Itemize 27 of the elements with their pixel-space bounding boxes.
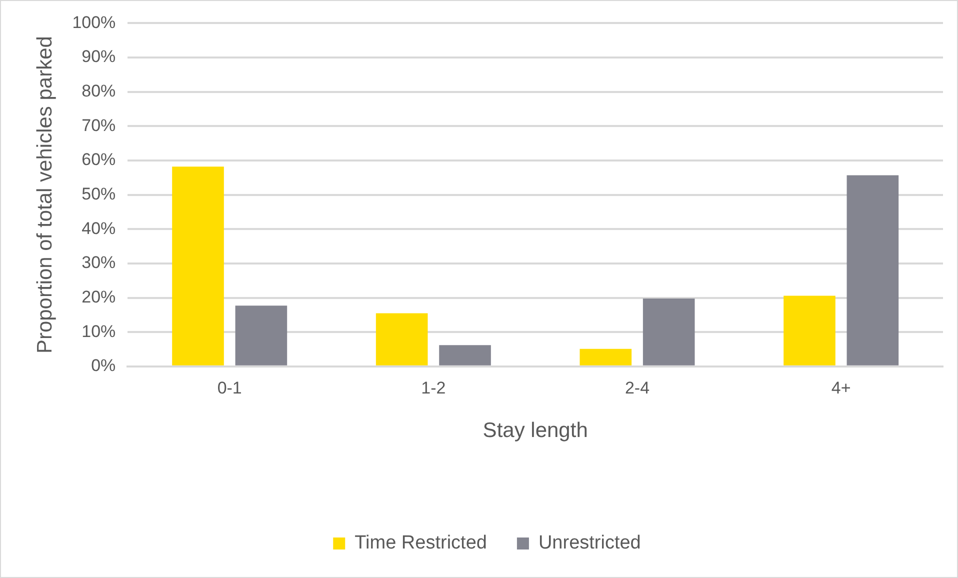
- y-tick-label: 80%: [82, 82, 116, 101]
- y-tick-label: 50%: [82, 184, 116, 204]
- y-tick-label: 60%: [82, 150, 116, 170]
- legend-label: Unrestricted: [538, 532, 641, 554]
- bar: [235, 306, 288, 366]
- y-tick-label: 40%: [82, 218, 116, 238]
- y-tick-label: 10%: [82, 322, 116, 341]
- x-tick-label: 4+: [831, 378, 851, 398]
- bar: [439, 345, 491, 366]
- y-tick-label: 90%: [82, 47, 116, 66]
- y-tick-label: 30%: [82, 253, 116, 272]
- x-tick-label: 2-4: [624, 378, 650, 398]
- y-tick-label: 70%: [82, 116, 116, 135]
- y-tick-label: 0%: [91, 356, 116, 376]
- bar: [846, 175, 899, 366]
- y-axis-title: Proportion of total vehicles parked: [33, 36, 56, 354]
- bar: [580, 348, 632, 366]
- bar: [376, 313, 428, 366]
- bar: [784, 296, 836, 366]
- x-tick-label: 0-1: [217, 378, 242, 398]
- y-tick-label: 20%: [82, 287, 116, 306]
- legend-label: Time Restricted: [354, 532, 487, 554]
- x-axis-title: Stay length: [482, 419, 588, 442]
- x-tick-label: 1-2: [421, 378, 446, 398]
- bar: [642, 298, 695, 366]
- bar: [172, 166, 224, 366]
- y-tick-label: 100%: [72, 12, 116, 32]
